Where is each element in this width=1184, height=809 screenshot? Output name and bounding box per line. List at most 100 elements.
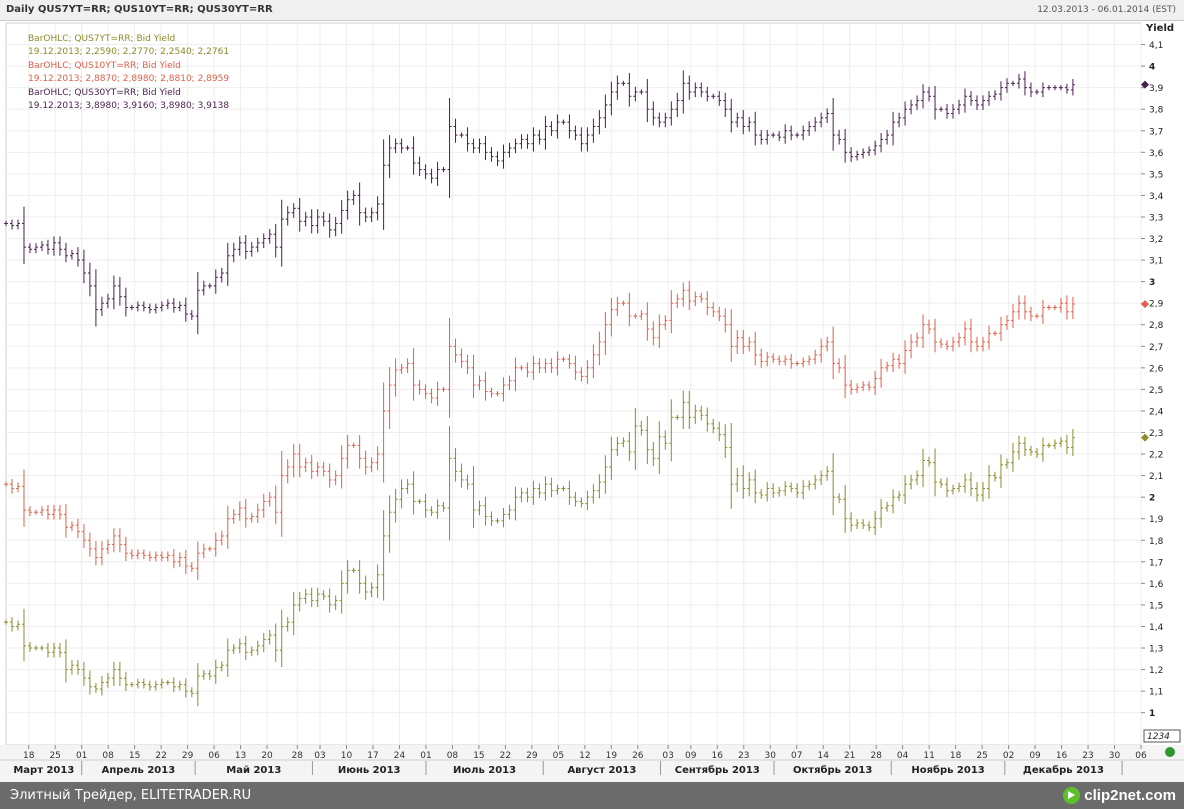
ohlc-bar bbox=[723, 92, 728, 117]
ohlc-bar bbox=[297, 198, 302, 232]
ohlc-bar bbox=[974, 336, 979, 352]
ohlc-bar bbox=[63, 504, 68, 538]
ohlc-bar bbox=[555, 114, 560, 139]
x-tick-label: 30 bbox=[765, 751, 777, 761]
x-tick-label: 23 bbox=[738, 751, 749, 761]
ohlc-bar bbox=[693, 404, 698, 424]
ohlc-bar bbox=[843, 129, 848, 163]
ohlc-bar bbox=[441, 386, 446, 392]
ohlc-bar bbox=[1016, 435, 1021, 460]
ohlc-bar bbox=[513, 357, 518, 392]
ohlc-bar bbox=[57, 504, 62, 520]
ohlc-bar bbox=[75, 247, 80, 267]
ohlc-bar bbox=[249, 241, 254, 257]
ohlc-bar bbox=[1004, 78, 1009, 93]
ohlc-bar bbox=[81, 661, 86, 686]
ohlc-bar bbox=[579, 127, 584, 152]
ohlc-bar bbox=[39, 645, 44, 651]
ohlc-bar bbox=[879, 498, 884, 528]
ohlc-bar bbox=[1022, 436, 1027, 457]
ohlc-bar bbox=[201, 543, 206, 559]
ohlc-bar bbox=[15, 219, 20, 230]
ohlc-bar bbox=[795, 132, 800, 138]
x-tick-label: 10 bbox=[341, 751, 353, 761]
y-tick-label: 1,2 bbox=[1149, 666, 1163, 676]
ohlc-bar bbox=[986, 91, 991, 106]
ohlc-bar bbox=[813, 116, 818, 132]
ohlc-bar bbox=[885, 129, 890, 145]
x-tick-label: 18 bbox=[950, 751, 962, 761]
ohlc-bar bbox=[189, 310, 194, 320]
ohlc-bar bbox=[1046, 85, 1051, 91]
ohlc-bar bbox=[717, 306, 722, 322]
ohlc-bar bbox=[51, 642, 56, 658]
ohlc-bar bbox=[33, 645, 38, 651]
ohlc-bar bbox=[195, 272, 200, 335]
y-tick-label: 2,7 bbox=[1149, 343, 1163, 353]
ohlc-bar bbox=[93, 682, 98, 693]
ohlc-bar bbox=[87, 532, 92, 557]
ohlc-bar bbox=[447, 98, 452, 199]
ohlc-bar bbox=[237, 638, 242, 654]
ohlc-bar bbox=[717, 421, 722, 442]
ohlc-bar bbox=[87, 262, 92, 297]
ohlc-bar bbox=[1004, 458, 1009, 469]
ohlc-bar bbox=[519, 487, 524, 503]
ohlc-bar bbox=[645, 416, 650, 464]
ohlc-bar bbox=[411, 471, 416, 515]
ohlc-bar bbox=[273, 485, 278, 524]
ohlc-bar bbox=[255, 640, 260, 656]
ohlc-bar bbox=[992, 471, 997, 482]
ohlc-bar bbox=[387, 135, 392, 179]
ohlc-bar bbox=[777, 131, 782, 142]
y-tick-label: 1,8 bbox=[1149, 537, 1164, 547]
ohlc-bar bbox=[81, 249, 86, 284]
ohlc-bar bbox=[777, 355, 782, 366]
ohlc-bar bbox=[1052, 85, 1057, 91]
ohlc-bar bbox=[651, 321, 656, 346]
ohlc-bar bbox=[405, 479, 410, 494]
x-tick-label: 12 bbox=[579, 751, 590, 761]
ohlc-bar bbox=[417, 156, 422, 177]
ohlc-bar bbox=[4, 619, 8, 625]
ohlc-bar bbox=[291, 203, 296, 218]
ohlc-bar bbox=[992, 330, 997, 336]
ohlc-bar bbox=[909, 99, 914, 115]
ohlc-bar bbox=[699, 82, 704, 98]
ohlc-bar bbox=[645, 79, 650, 123]
ohlc-bar bbox=[1004, 315, 1009, 330]
ohlc-bar bbox=[831, 453, 836, 516]
ohlc-bar bbox=[789, 354, 794, 369]
x-tick-label: 11 bbox=[923, 751, 934, 761]
ohlc-bar bbox=[351, 190, 356, 205]
ohlc-bar bbox=[915, 470, 920, 486]
ohlc-bar bbox=[1058, 85, 1063, 91]
ohlc-bar bbox=[789, 482, 794, 493]
ohlc-bar bbox=[225, 505, 230, 549]
ohlc-chart[interactable]: BarOHLC; QUS7YT=RR; Bid Yield 19.12.2013;… bbox=[0, 20, 1184, 782]
ohlc-bar bbox=[345, 560, 350, 594]
ohlc-bar bbox=[99, 541, 104, 566]
clip2net-logo[interactable]: clip2net.com bbox=[1063, 785, 1176, 806]
ohlc-bar bbox=[387, 366, 392, 430]
ohlc-bar bbox=[303, 211, 308, 227]
month-label: Май 2013 bbox=[226, 765, 281, 776]
y-tick-label: 1,4 bbox=[1149, 623, 1164, 633]
ohlc-bar bbox=[645, 302, 650, 341]
ohlc-bar bbox=[885, 501, 890, 512]
ohlc-bar bbox=[165, 299, 170, 310]
ohlc-bar bbox=[321, 461, 326, 477]
ohlc-bar bbox=[4, 220, 8, 227]
ohlc-bar bbox=[213, 269, 218, 294]
ohlc-bar bbox=[63, 639, 68, 683]
x-tick-label: 16 bbox=[712, 751, 724, 761]
ohlc-bar bbox=[501, 377, 506, 402]
ohlc-bar bbox=[117, 276, 122, 306]
ohlc-bar bbox=[591, 484, 596, 504]
ohlc-bar bbox=[549, 358, 554, 374]
ohlc-bar bbox=[27, 506, 32, 517]
chart-title: Daily QUS7YT=RR; QUS10YT=RR; QUS30YT=RR bbox=[6, 4, 273, 15]
ohlc-bar bbox=[801, 479, 806, 500]
ohlc-bar bbox=[177, 552, 182, 567]
